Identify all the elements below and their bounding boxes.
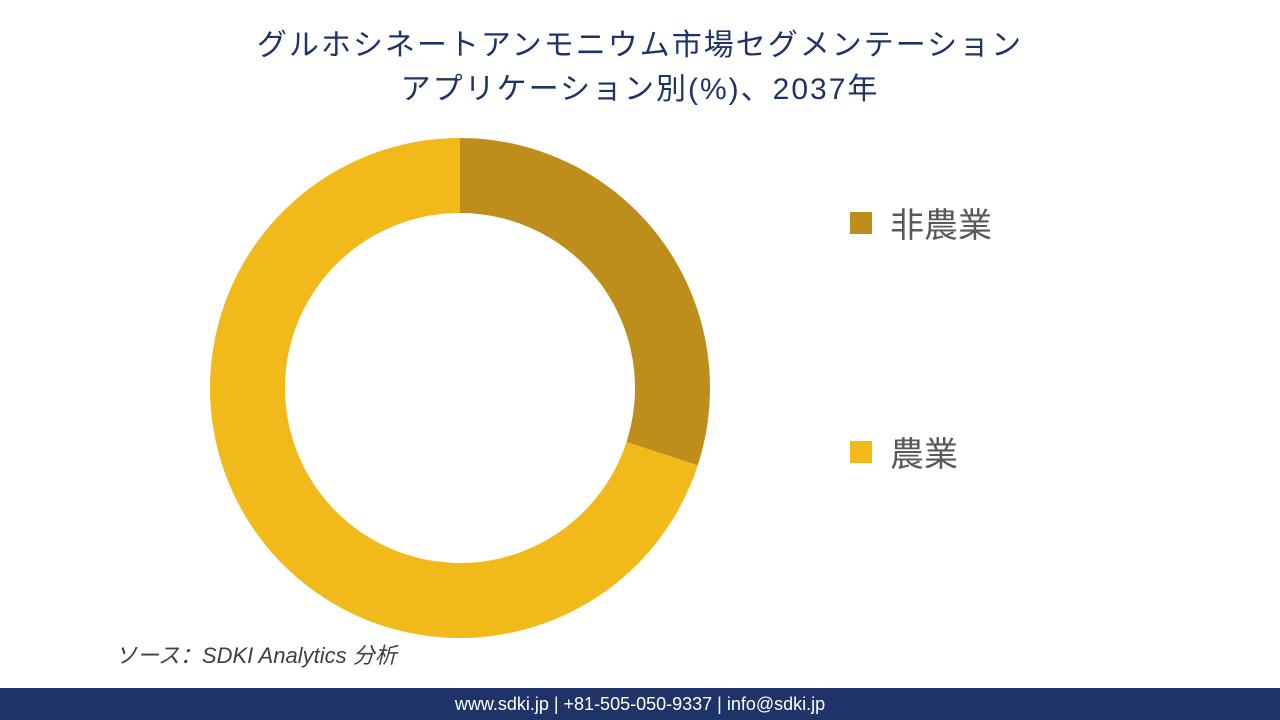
donut-chart xyxy=(200,128,720,648)
chart-legend: 非農業 農業 xyxy=(850,198,992,656)
legend-marker-1 xyxy=(850,441,872,463)
legend-item-0: 非農業 xyxy=(850,198,992,247)
footer-text: www.sdki.jp | +81-505-050-9337 | info@sd… xyxy=(455,694,825,715)
chart-area: 非農業 農業 xyxy=(0,118,1280,678)
donut-segment xyxy=(460,138,710,465)
footer-bar: www.sdki.jp | +81-505-050-9337 | info@sd… xyxy=(0,688,1280,720)
legend-item-1: 農業 xyxy=(850,427,992,476)
source-attribution: ソース：SDKI Analytics 分析 xyxy=(115,638,397,670)
title-line-2: アプリケーション別(%)、2037年 xyxy=(0,64,1280,108)
legend-marker-0 xyxy=(850,212,872,234)
legend-label-0: 非農業 xyxy=(890,198,992,247)
title-line-1: グルホシネートアンモニウム市場セグメンテーション xyxy=(0,20,1280,64)
chart-title: グルホシネートアンモニウム市場セグメンテーション アプリケーション別(%)、20… xyxy=(0,0,1280,118)
legend-label-1: 農業 xyxy=(890,427,958,476)
